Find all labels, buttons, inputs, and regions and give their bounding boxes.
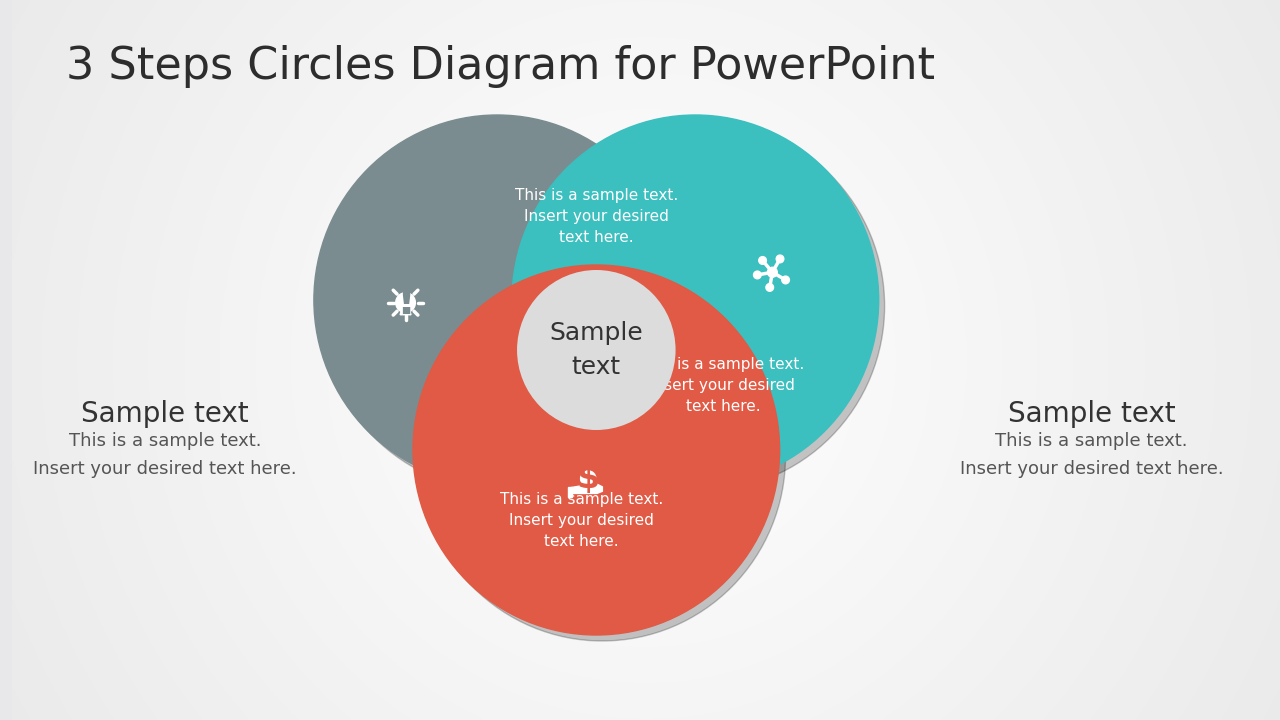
Text: This is a sample text.
Insert your desired
text here.: This is a sample text. Insert your desir… [500,492,663,549]
Polygon shape [401,310,411,315]
Circle shape [776,255,783,263]
Polygon shape [572,484,603,493]
Circle shape [754,271,762,279]
Text: This is a sample text.
Insert your desired
text here.: This is a sample text. Insert your desir… [515,188,678,246]
Circle shape [320,121,686,491]
Circle shape [759,256,767,264]
Circle shape [782,276,790,284]
Circle shape [419,271,786,641]
Text: Sample text: Sample text [82,400,250,428]
Circle shape [518,121,884,491]
Text: $: $ [576,462,600,495]
Text: Sample text: Sample text [1007,400,1175,428]
Circle shape [512,115,878,485]
Text: This is a sample text.
Insert your desired text here.: This is a sample text. Insert your desir… [33,432,297,478]
Circle shape [396,293,416,312]
Text: 3 Steps Circles Diagram for PowerPoint: 3 Steps Circles Diagram for PowerPoint [67,45,936,88]
Circle shape [581,471,596,486]
Circle shape [413,265,780,635]
Polygon shape [403,307,408,310]
Text: !: ! [396,281,415,323]
Text: This is a sample text.
Insert your desired text here.: This is a sample text. Insert your desir… [960,432,1224,478]
Circle shape [517,270,676,430]
Circle shape [768,267,777,277]
Circle shape [765,284,773,292]
Circle shape [314,115,681,485]
Text: Sample
text: Sample text [549,321,643,379]
Polygon shape [568,487,572,498]
Text: This is a sample text.
Insert your desired
text here.: This is a sample text. Insert your desir… [641,356,805,413]
